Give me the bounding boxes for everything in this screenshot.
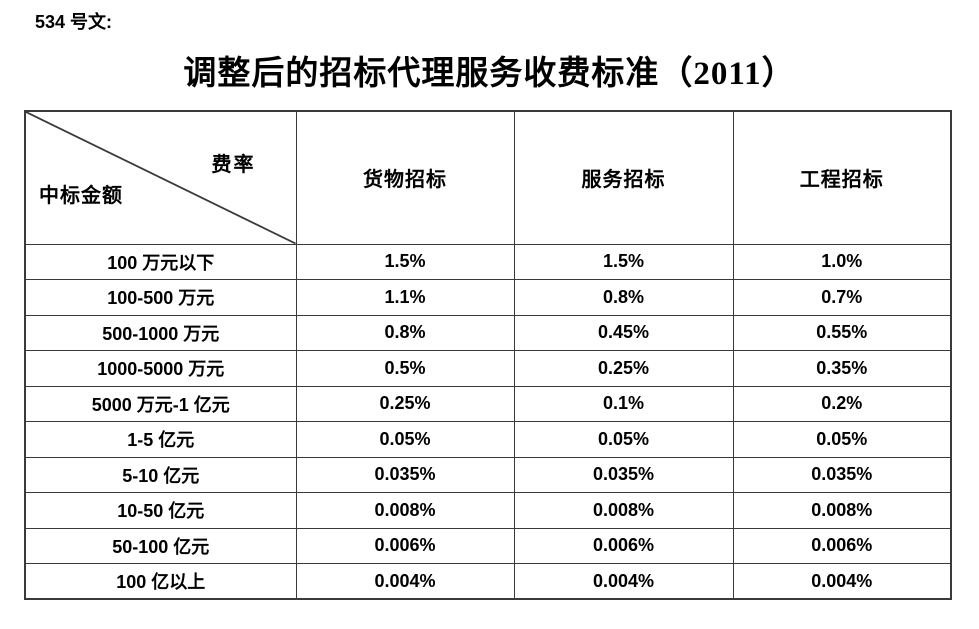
table-row: 5-10 亿元 0.035% 0.035% 0.035% — [24, 456, 952, 493]
corner-label-fee-rate: 费率 — [211, 154, 256, 176]
rate-value: 0.5% — [295, 350, 515, 387]
row-label: 5000 万元-1 亿元 — [24, 385, 297, 422]
rate-value: 0.035% — [513, 456, 734, 493]
rate-value: 0.1% — [513, 385, 734, 422]
rate-value: 0.55% — [732, 314, 952, 351]
row-label: 1-5 亿元 — [24, 421, 297, 458]
column-header-engineering: 工程招标 — [732, 110, 952, 245]
row-label: 10-50 亿元 — [24, 492, 297, 529]
row-label: 500-1000 万元 — [24, 314, 297, 351]
row-label: 100 亿以上 — [24, 563, 297, 600]
fee-table-header: 费率 中标金额 货物招标 服务招标 工程招标 — [24, 110, 952, 245]
rate-value: 0.008% — [513, 492, 734, 529]
rate-value: 0.008% — [732, 492, 952, 529]
rate-value: 0.008% — [295, 492, 515, 529]
table-row: 500-1000 万元 0.8% 0.45% 0.55% — [24, 314, 952, 351]
rate-value: 0.05% — [295, 421, 515, 458]
row-label: 100-500 万元 — [24, 279, 297, 316]
rate-value: 0.45% — [513, 314, 734, 351]
rate-value: 0.05% — [513, 421, 734, 458]
row-label: 100 万元以下 — [24, 243, 297, 280]
table-row: 10-50 亿元 0.008% 0.008% 0.008% — [24, 492, 952, 529]
rate-value: 0.7% — [732, 279, 952, 316]
table-row: 1000-5000 万元 0.5% 0.25% 0.35% — [24, 350, 952, 387]
rate-value: 0.004% — [513, 563, 734, 600]
row-label: 5-10 亿元 — [24, 456, 297, 493]
rate-value: 1.5% — [295, 243, 515, 280]
table-row: 100 万元以下 1.5% 1.5% 1.0% — [24, 243, 952, 280]
rate-value: 0.05% — [732, 421, 952, 458]
table-row: 100 亿以上 0.004% 0.004% 0.004% — [24, 563, 952, 600]
rate-value: 0.004% — [732, 563, 952, 600]
rate-value: 0.006% — [732, 527, 952, 564]
rate-value: 0.8% — [295, 314, 515, 351]
column-header-services: 服务招标 — [513, 110, 734, 245]
rate-value: 0.035% — [732, 456, 952, 493]
rate-value: 1.5% — [513, 243, 734, 280]
table-row: 100-500 万元 1.1% 0.8% 0.7% — [24, 279, 952, 316]
rate-value: 1.0% — [732, 243, 952, 280]
corner-header-cell: 费率 中标金额 — [24, 110, 297, 245]
diagonal-divider-line — [26, 112, 296, 244]
rate-value: 0.006% — [295, 527, 515, 564]
row-label: 1000-5000 万元 — [24, 350, 297, 387]
rate-value: 0.8% — [513, 279, 734, 316]
rate-value: 0.2% — [732, 385, 952, 422]
table-row: 1-5 亿元 0.05% 0.05% 0.05% — [24, 421, 952, 458]
fee-table-body: 100 万元以下 1.5% 1.5% 1.0% 100-500 万元 1.1% … — [24, 243, 952, 600]
table-row: 50-100 亿元 0.006% 0.006% 0.006% — [24, 527, 952, 564]
header-row: 费率 中标金额 货物招标 服务招标 工程招标 — [24, 110, 952, 245]
doc-number: 534 号文: — [35, 12, 113, 32]
table-row: 5000 万元-1 亿元 0.25% 0.1% 0.2% — [24, 385, 952, 422]
rate-value: 1.1% — [295, 279, 515, 316]
column-header-goods: 货物招标 — [295, 110, 515, 245]
row-label: 50-100 亿元 — [24, 527, 297, 564]
rate-value: 0.25% — [295, 385, 515, 422]
rate-value: 0.006% — [513, 527, 734, 564]
rate-value: 0.25% — [513, 350, 734, 387]
page-title: 调整后的招标代理服务收费标准（2011） — [183, 56, 796, 92]
fee-rate-table: 费率 中标金额 货物招标 服务招标 工程招标 100 万元以下 1.5% 1.5… — [24, 110, 952, 600]
rate-value: 0.004% — [295, 563, 515, 600]
corner-label-bid-amount: 中标金额 — [39, 185, 123, 207]
rate-value: 0.35% — [732, 350, 952, 387]
rate-value: 0.035% — [295, 456, 515, 493]
